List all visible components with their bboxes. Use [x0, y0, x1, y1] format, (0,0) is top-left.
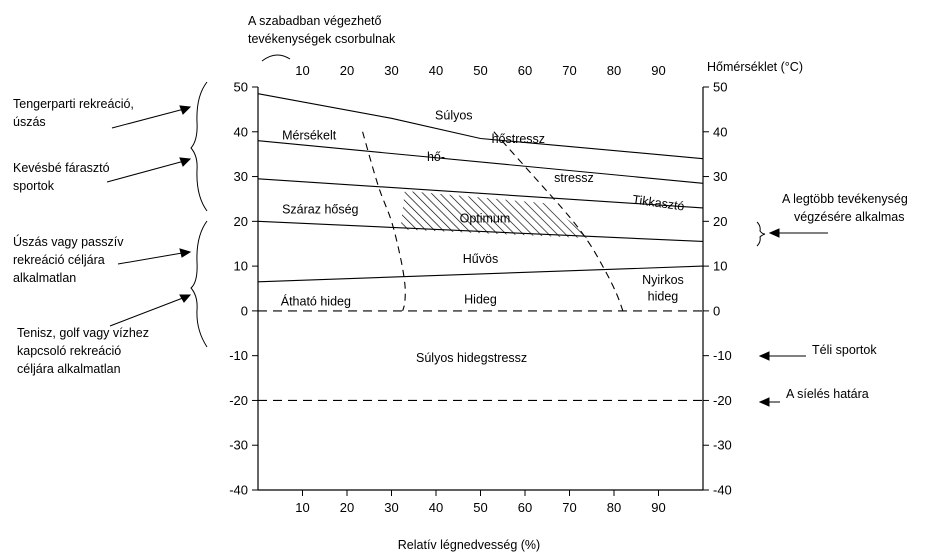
- zone-label: stressz: [554, 171, 594, 185]
- y-tick-label-left: 50: [234, 80, 248, 95]
- zone-label: Nyirkos: [642, 273, 684, 287]
- boundary-line-1: [257, 93, 704, 160]
- x-tick-label-top: 60: [518, 63, 532, 78]
- x-tick-label-bottom: 90: [651, 500, 665, 515]
- y-tick-label-left: -30: [229, 438, 248, 453]
- right-annotations: A legtöbb tevékenység végzésére alkalmas…: [756, 192, 908, 407]
- y-tick-label-right: 20: [713, 214, 727, 229]
- x-tick-label-bottom: 30: [384, 500, 398, 515]
- y-tick-label-right: 40: [713, 124, 727, 139]
- y-tick-label-left: 20: [234, 214, 248, 229]
- zone-labels: Súlyos hőstressz Mérsékelt hő-stressz Tikkas…: [281, 108, 686, 365]
- x-tick-label-bottom: 80: [607, 500, 621, 515]
- x-tick-label-bottom: 10: [295, 500, 309, 515]
- y-tick-label-right: -40: [713, 483, 732, 498]
- right-note-3-line-1: A síelés határa: [786, 387, 869, 401]
- zone-label: Súlyos hidegstressz: [416, 351, 527, 365]
- left-arrow-4: [109, 294, 192, 327]
- right-arrow-3: [758, 397, 780, 407]
- boundary-line-2: [257, 140, 704, 184]
- zone-label: hőstressz: [492, 132, 546, 146]
- right-note-1-line-1: A legtöbb tevékenység: [782, 192, 908, 206]
- x-axis-top-label: Hőmérséklet (°C): [707, 60, 803, 74]
- left-note-3-line-2: rekreáció céljára: [13, 253, 105, 267]
- x-tick-label-top: 30: [384, 63, 398, 78]
- y-tick-label-right: -10: [713, 348, 732, 363]
- dashed-curve-1: [362, 131, 406, 312]
- x-tick-label-bottom: 50: [473, 500, 487, 515]
- x-tick-label-top: 10: [295, 63, 309, 78]
- zone-label: Optimum: [460, 211, 511, 225]
- zone-label: Mérsékelt: [282, 128, 337, 142]
- left-brace-upper: [190, 81, 208, 212]
- left-note-4-line-3: céljára alkalmatlan: [17, 362, 121, 376]
- x-tick-label-bottom: 60: [518, 500, 532, 515]
- zone-label: Hideg: [464, 293, 497, 307]
- y-tick-label-left: -10: [229, 348, 248, 363]
- x-tick-label-bottom: 70: [562, 500, 576, 515]
- left-note-1-line-2: úszás: [13, 115, 46, 129]
- y-tick-label-left: 0: [241, 303, 248, 318]
- zone-label: Tikkasztó: [632, 192, 686, 213]
- top-annotation-line-1: A szabadban végezhető: [248, 14, 381, 28]
- right-arrow-1: [768, 228, 828, 238]
- right-arrow-2: [758, 351, 806, 361]
- x-tick-label-top: 20: [340, 63, 354, 78]
- x-tick-label-bottom: 40: [429, 500, 443, 515]
- dashed-curve-2: [493, 131, 624, 312]
- boundary-line-4: [257, 220, 704, 243]
- zone-label: Száraz hőség: [282, 202, 358, 216]
- zone-label: Átható hideg: [281, 294, 351, 309]
- left-brace-lower: [190, 220, 208, 348]
- boundary-line-3: [257, 178, 704, 209]
- boundary-line-5: [257, 265, 704, 283]
- left-arrow-1: [111, 105, 192, 129]
- axis-ticks: 50 50 40 40 30 30 20 20 10 10 0 0 -10 -10 -20 -20 -30 -30…: [229, 63, 732, 515]
- right-brace: [756, 221, 766, 247]
- left-note-2-line-2: sportok: [13, 179, 55, 193]
- y-tick-label-left: -20: [229, 393, 248, 408]
- x-tick-label-bottom: 20: [340, 500, 354, 515]
- left-note-3-line-1: Úszás vagy passzív: [13, 234, 124, 249]
- zone-label: hő-: [427, 150, 445, 164]
- optimum-region: [400, 190, 592, 239]
- y-tick-label-right: -20: [713, 393, 732, 408]
- left-note-4-line-2: kapcsoló rekreáció: [17, 344, 121, 358]
- left-arrow-2: [106, 157, 192, 183]
- left-note-2-line-1: Kevésbé fárasztó: [13, 161, 110, 175]
- x-tick-label-top: 90: [651, 63, 665, 78]
- top-annotation-brace: [261, 54, 291, 62]
- humidity-threshold-curves: [362, 131, 624, 312]
- y-tick-label-right: 50: [713, 80, 727, 95]
- y-tick-label-right: 30: [713, 169, 727, 184]
- zone-label: Súlyos: [435, 108, 473, 122]
- y-tick-label-left: 30: [234, 169, 248, 184]
- left-note-3-line-3: alkalmatlan: [13, 271, 76, 285]
- x-tick-label-top: 80: [607, 63, 621, 78]
- y-tick-label-right: 10: [713, 259, 727, 274]
- zone-label: Hűvös: [463, 252, 498, 266]
- zone-boundaries: [257, 93, 704, 283]
- left-arrow-3: [117, 248, 192, 265]
- left-note-4-line-1: Tenisz, golf vagy vízhez: [17, 326, 149, 340]
- y-tick-label-left: -40: [229, 483, 248, 498]
- x-tick-label-top: 40: [429, 63, 443, 78]
- left-annotations: Tengerparti rekreáció, úszás Kevésbé fár…: [13, 81, 208, 376]
- x-tick-label-top: 50: [473, 63, 487, 78]
- x-axis-bottom-label: Relatív légnedvesség (%): [398, 538, 540, 552]
- x-tick-label-top: 70: [562, 63, 576, 78]
- y-tick-label-right: -30: [713, 438, 732, 453]
- zone-label: hideg: [648, 290, 679, 304]
- right-note-2-line-1: Téli sportok: [812, 343, 877, 357]
- right-note-1-line-2: végzésére alkalmas: [794, 210, 904, 224]
- y-tick-label-left: 10: [234, 259, 248, 274]
- y-tick-label-right: 0: [713, 303, 720, 318]
- y-tick-label-left: 40: [234, 124, 248, 139]
- left-note-1-line-1: Tengerparti rekreáció,: [13, 97, 134, 111]
- top-annotation-line-2: tevékenységek csorbulnak: [248, 32, 396, 46]
